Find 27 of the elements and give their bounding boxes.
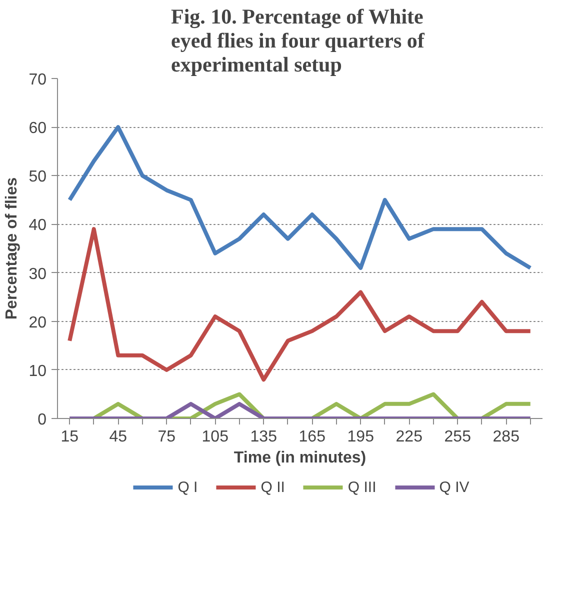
legend-label: Q IV	[439, 478, 470, 496]
x-tick-label: 45	[109, 428, 128, 446]
x-axis-title: Time (in minutes)	[234, 450, 366, 466]
y-tick-label: 0	[38, 412, 47, 428]
legend-label: Q III	[348, 478, 376, 496]
legend-label: Q I	[178, 478, 198, 496]
x-tick-label: 135	[250, 428, 278, 446]
x-tick-label: 195	[347, 428, 374, 446]
y-tick-label: 10	[28, 362, 47, 380]
x-tick-label: 285	[492, 428, 520, 446]
x-tick-label: 15	[60, 428, 79, 446]
y-tick-label: 70	[28, 72, 47, 88]
legend-label: Q II	[260, 478, 285, 496]
line-series	[68, 125, 532, 270]
y-tick-label: 60	[28, 120, 47, 138]
y-axis-title: Percentage of flies	[4, 177, 21, 320]
y-tick-label: 30	[28, 266, 47, 283]
line-series	[68, 227, 532, 382]
y-tick-label: 40	[28, 217, 47, 234]
chart-title: Fig. 10. Percentage of White eyed flies in four quarters of experimental setup	[171, 4, 426, 76]
x-tick-label: 75	[158, 428, 176, 446]
y-tick-label: 50	[28, 168, 47, 186]
x-tick-label: 105	[202, 428, 229, 446]
y-tick-label: 20	[28, 314, 47, 332]
x-tick-label: 165	[298, 428, 326, 446]
x-tick-label: 255	[444, 428, 472, 446]
x-tick-label: 225	[396, 428, 423, 446]
